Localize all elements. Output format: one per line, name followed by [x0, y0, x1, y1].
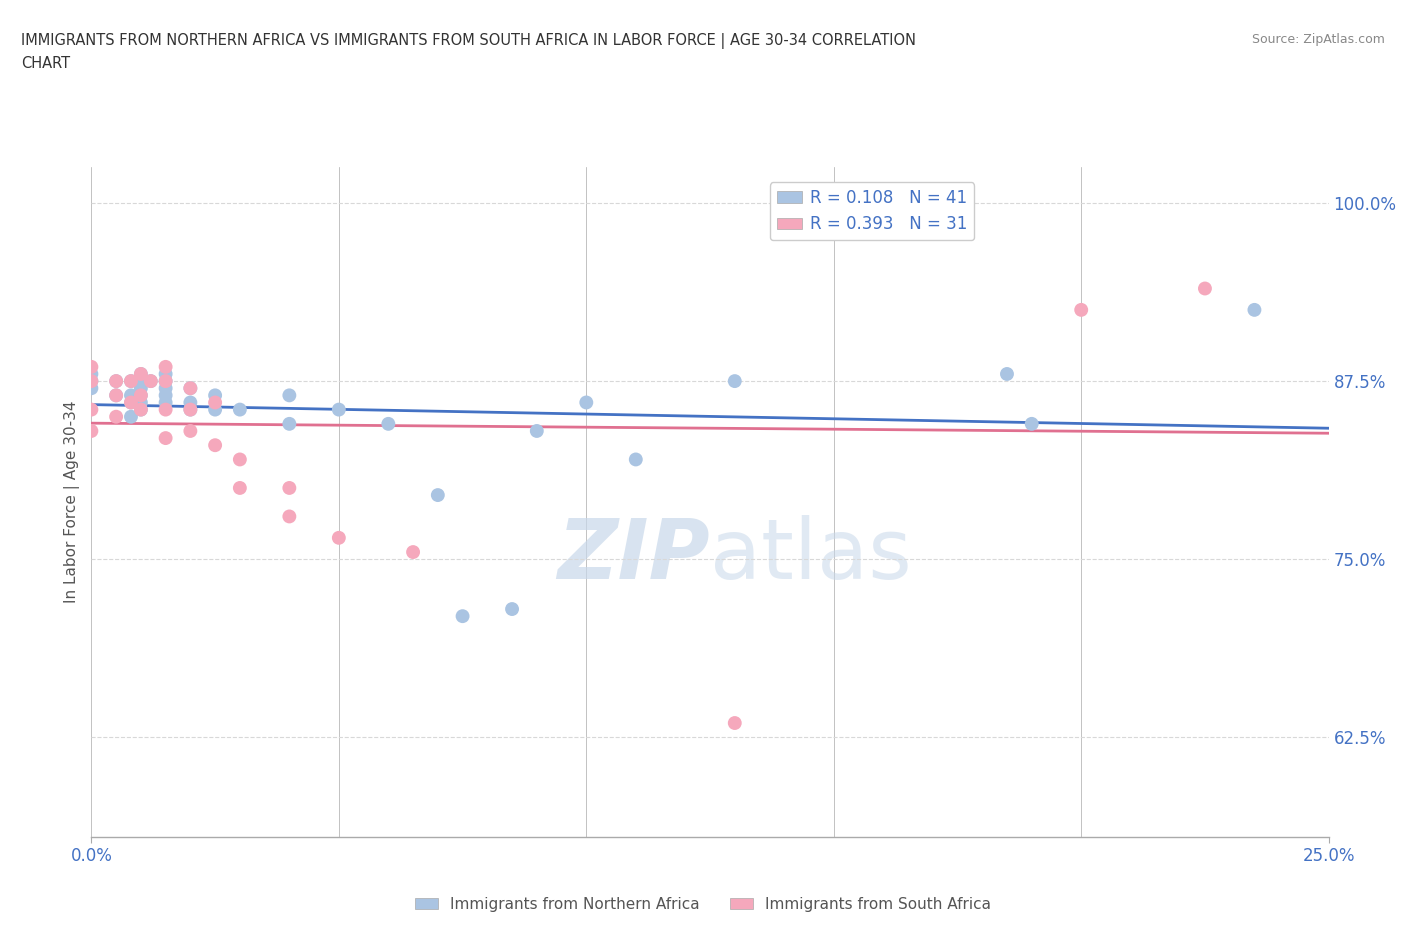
- Point: [155, 431, 177, 445]
- Point: [995, 366, 1018, 381]
- Point: [120, 395, 142, 410]
- Point: [155, 402, 177, 417]
- Point: [155, 395, 177, 410]
- Point: [80, 374, 103, 389]
- Point: [229, 452, 252, 467]
- Point: [105, 388, 128, 403]
- Point: [120, 395, 142, 410]
- Point: [105, 374, 128, 389]
- Point: [278, 417, 301, 432]
- Point: [575, 395, 598, 410]
- Point: [129, 366, 152, 381]
- Point: [80, 380, 103, 395]
- Point: [155, 374, 177, 389]
- Point: [129, 380, 152, 395]
- Point: [129, 366, 152, 381]
- Point: [179, 402, 201, 417]
- Point: [139, 374, 162, 389]
- Point: [402, 545, 425, 560]
- Point: [139, 374, 162, 389]
- Point: [229, 402, 252, 417]
- Text: IMMIGRANTS FROM NORTHERN AFRICA VS IMMIGRANTS FROM SOUTH AFRICA IN LABOR FORCE |: IMMIGRANTS FROM NORTHERN AFRICA VS IMMIG…: [21, 33, 917, 48]
- Point: [204, 395, 226, 410]
- Legend: R = 0.108   N = 41, R = 0.393   N = 31: R = 0.108 N = 41, R = 0.393 N = 31: [770, 182, 974, 240]
- Point: [278, 509, 301, 524]
- Point: [179, 380, 201, 395]
- Point: [204, 438, 226, 453]
- Point: [120, 374, 142, 389]
- Point: [105, 388, 128, 403]
- Point: [328, 402, 350, 417]
- Point: [155, 380, 177, 395]
- Point: [179, 380, 201, 395]
- Point: [80, 359, 103, 374]
- Point: [1194, 281, 1216, 296]
- Point: [328, 530, 350, 545]
- Point: [155, 366, 177, 381]
- Point: [1021, 417, 1043, 432]
- Text: CHART: CHART: [21, 56, 70, 71]
- Point: [80, 402, 103, 417]
- Point: [80, 423, 103, 438]
- Point: [724, 374, 747, 389]
- Text: Source: ZipAtlas.com: Source: ZipAtlas.com: [1251, 33, 1385, 46]
- Point: [129, 395, 152, 410]
- Point: [526, 423, 548, 438]
- Point: [179, 402, 201, 417]
- Point: [120, 388, 142, 403]
- Point: [120, 374, 142, 389]
- Point: [229, 481, 252, 496]
- Point: [501, 602, 523, 617]
- Point: [1243, 302, 1265, 317]
- Point: [155, 374, 177, 389]
- Point: [204, 388, 226, 403]
- Point: [120, 409, 142, 424]
- Point: [129, 388, 152, 403]
- Point: [155, 359, 177, 374]
- Point: [155, 388, 177, 403]
- Point: [105, 374, 128, 389]
- Point: [179, 423, 201, 438]
- Point: [129, 374, 152, 389]
- Point: [624, 452, 647, 467]
- Point: [129, 388, 152, 403]
- Point: [80, 366, 103, 381]
- Point: [129, 402, 152, 417]
- Point: [278, 388, 301, 403]
- Point: [204, 402, 226, 417]
- Point: [426, 487, 449, 502]
- Point: [278, 481, 301, 496]
- Legend: Immigrants from Northern Africa, Immigrants from South Africa: Immigrants from Northern Africa, Immigra…: [409, 891, 997, 918]
- Point: [1070, 302, 1092, 317]
- Point: [179, 395, 201, 410]
- Point: [377, 417, 399, 432]
- Point: [129, 402, 152, 417]
- Point: [80, 374, 103, 389]
- Text: atlas: atlas: [710, 515, 911, 596]
- Text: ZIP: ZIP: [557, 515, 710, 596]
- Point: [451, 609, 474, 624]
- Point: [724, 715, 747, 730]
- Y-axis label: In Labor Force | Age 30-34: In Labor Force | Age 30-34: [65, 401, 80, 604]
- Point: [105, 409, 128, 424]
